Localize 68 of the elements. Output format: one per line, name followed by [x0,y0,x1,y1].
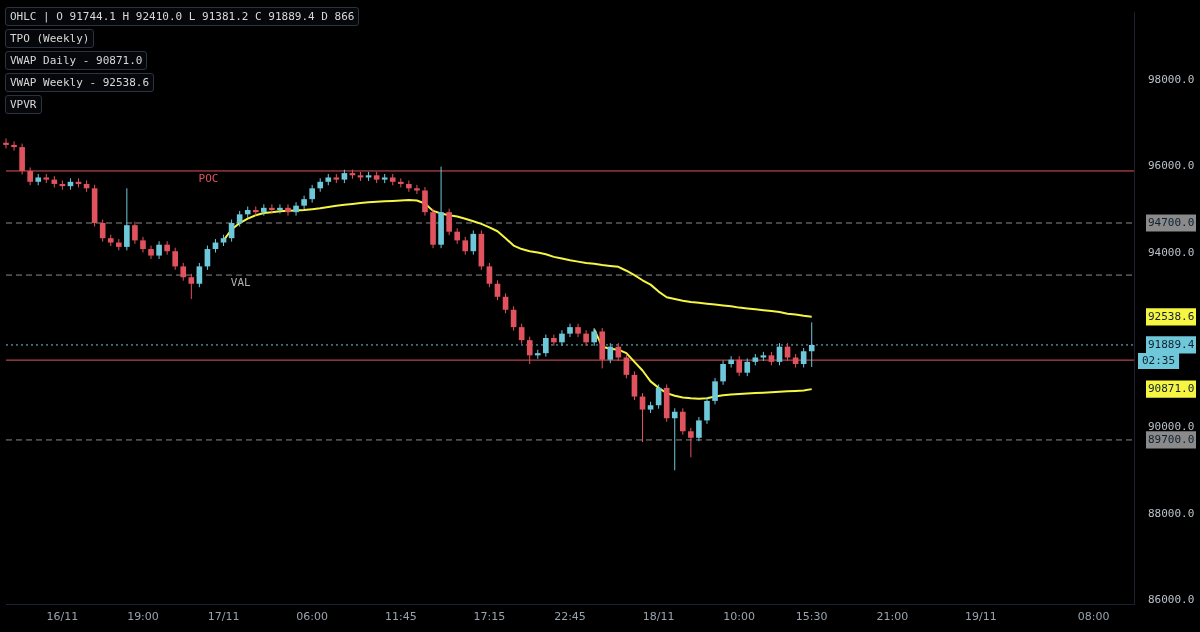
candlestick [800,347,807,368]
candlestick [470,229,477,256]
candlestick [422,186,428,217]
text: 02:35 [1142,353,1176,367]
y-tick-label: 92538.6 [1148,309,1195,323]
y-tick-label: 98000.0 [1148,72,1195,86]
candlestick [132,221,138,245]
y-tick-label: 91889.4 [1148,337,1195,351]
annotation: OHLC | O 91744.1 H 92410.0 L 91381.2 C 91889.4 D 866 [5,7,360,26]
candlestick [583,329,589,347]
annotation: TPO (Weekly) [5,29,95,48]
candlestick [285,203,291,217]
candlestick [486,262,493,288]
x-tick-label: 22:45 [554,610,586,624]
candlestick [188,273,195,300]
candlestick [688,427,694,458]
x-tick-label: 17:15 [473,610,506,624]
candlestick [671,407,678,471]
candlestick [148,245,154,260]
candlestick [712,377,718,405]
candlestick [631,370,638,401]
x-tick-label: 11:45 [384,610,417,624]
annotation: VWAP Weekly - 92538.6 [5,73,155,92]
y-tick-label: 94000.0 [1148,246,1195,260]
y-tick-label: 88000.0 [1148,506,1195,520]
y-tick-label: 90871.0 [1148,381,1195,395]
candlestick [720,360,726,386]
x-tick-label: 10:00 [723,610,756,624]
candlestick [696,416,702,442]
y-tick-label: 90000.0 [1148,419,1195,433]
x-tick-label: 08:00 [1077,610,1110,624]
candlestick [301,195,307,210]
candlestick [704,396,710,425]
x-tick-label: 19:00 [127,610,159,624]
candlestick [269,203,275,214]
x-tick-label: 16/11 [46,610,79,624]
x-tick-label: 15:30 [795,610,828,624]
x-tick-label: 19/11 [965,610,997,624]
candlestick [446,208,452,236]
candlestick [414,184,420,195]
candlestick [567,323,573,338]
candlestick [3,137,9,149]
y-tick-label: 96000.0 [1148,159,1195,173]
candlestick [293,201,299,217]
annotation: VPVR [5,95,42,114]
x-tick-label: 21:00 [876,610,909,624]
candlestick [124,187,130,251]
y-tick-label: 86000.0 [1148,593,1195,607]
y-tick-label: 89700.0 [1148,432,1195,446]
candlestick [728,355,734,368]
candlestick [11,140,17,152]
candlestick [164,240,170,256]
candlestick [277,203,283,214]
candlestick [575,323,581,338]
candlestick [551,334,557,347]
x-tick-label: 17/11 [207,610,240,624]
candlestick [99,219,106,243]
candlestick [406,180,412,193]
ref-line-label: VAL [230,276,252,290]
y-tick-label: 94700.0 [1148,215,1195,229]
x-tick-label: 06:00 [296,610,329,624]
candlestick [679,407,686,436]
candlestick [196,262,203,288]
x-tick-label: 18/11 [642,610,675,624]
ref-line-label: POC [198,172,219,186]
candlestick [172,247,179,271]
annotation: VWAP Daily - 90871.0 [5,51,148,70]
candlestick [559,329,565,347]
